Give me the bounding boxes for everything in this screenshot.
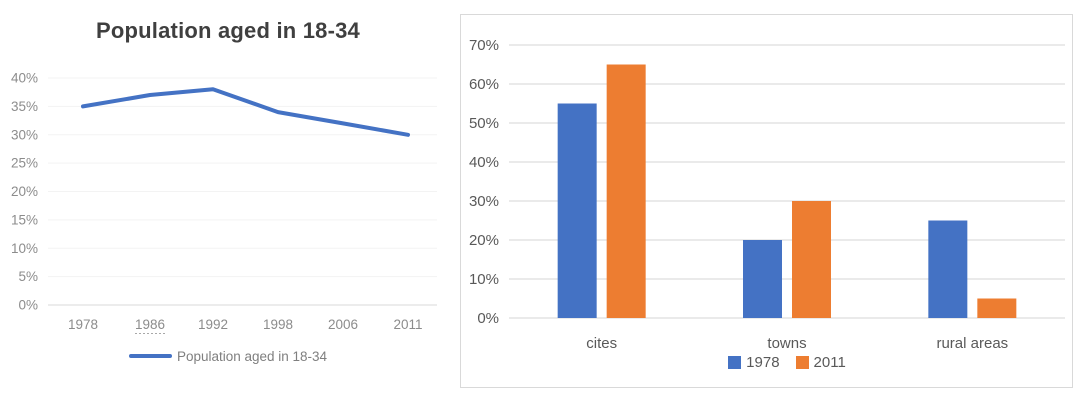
bar-chart-y-tick: 70% bbox=[469, 37, 499, 54]
line-chart-x-tick: 1986 bbox=[135, 317, 165, 332]
bar-chart-y-tick: 10% bbox=[469, 271, 499, 288]
line-chart-x-tick: 2011 bbox=[393, 317, 422, 332]
line-chart-y-tick: 35% bbox=[11, 99, 38, 114]
line-chart-y-tick: 5% bbox=[18, 269, 38, 284]
bar-chart-category-label: rural areas bbox=[936, 335, 1008, 352]
bar-1978 bbox=[557, 103, 597, 318]
bar-chart-y-tick: 30% bbox=[469, 193, 499, 210]
line-chart-x-tick: 1992 bbox=[198, 317, 228, 332]
legend-item-2011: 2011 bbox=[795, 353, 846, 371]
line-chart-y-tick: 10% bbox=[11, 241, 38, 256]
line-chart-x-tick: 2006 bbox=[328, 317, 358, 332]
line-chart-x-tick: 1978 bbox=[68, 317, 98, 332]
line-series-label: Population aged in 18-34 bbox=[176, 348, 328, 364]
bar-1978 bbox=[928, 220, 968, 318]
bar-chart-y-tick: 0% bbox=[477, 310, 499, 327]
bar-chart-y-tick: 60% bbox=[469, 76, 499, 93]
bar-chart-y-tick: 20% bbox=[469, 232, 499, 249]
line-chart-y-tick: 40% bbox=[11, 71, 38, 86]
line-chart-title: Population aged in 18-34 bbox=[96, 18, 360, 43]
legend-label-1978: 1978 bbox=[746, 353, 780, 371]
line-chart-x-tick: 1998 bbox=[263, 317, 293, 332]
bar-1978 bbox=[743, 240, 782, 318]
line-chart: Population aged in 18-34 40% 35% 30% 25% 20%… bbox=[0, 0, 456, 407]
line-chart-y-tick: 25% bbox=[11, 156, 38, 171]
bar-chart-category-label: cites bbox=[586, 335, 617, 352]
line-chart-legend: Population aged in 18-34 bbox=[0, 347, 456, 365]
bar-2011 bbox=[606, 64, 646, 318]
line-series-swatch-icon bbox=[128, 354, 172, 358]
legend-swatch-2011-icon bbox=[795, 355, 809, 369]
legend-item-1978: 1978 bbox=[728, 353, 780, 371]
bar-chart-panel: 70% 60% 50% 40% 30% 20% 10% 0% cites towns rural a… bbox=[460, 14, 1073, 388]
line-chart-y-tick: 30% bbox=[11, 127, 38, 142]
bar-chart-category-label: towns bbox=[767, 335, 806, 352]
line-chart-y-tick: 0% bbox=[18, 298, 38, 313]
line-chart-y-tick: 20% bbox=[11, 184, 38, 199]
bar-chart-y-tick: 40% bbox=[469, 154, 499, 171]
bar-chart-legend: 1978 2011 bbox=[509, 352, 1065, 372]
line-series-path bbox=[81, 87, 410, 137]
line-chart-y-tick: 15% bbox=[11, 212, 38, 227]
bar-2011 bbox=[977, 298, 1017, 318]
legend-label-2011: 2011 bbox=[813, 353, 846, 371]
bar-2011 bbox=[792, 201, 831, 318]
bar-chart-y-tick: 50% bbox=[469, 115, 499, 132]
line-chart-plot: 40% 35% 30% 25% 20% 15% 10% 5% 0% 1978 1986 1992 199… bbox=[11, 71, 437, 334]
bar-chart-plot: 70% 60% 50% 40% 30% 20% 10% 0% cites towns rural a… bbox=[469, 37, 1065, 352]
legend-swatch-1978-icon bbox=[728, 355, 742, 369]
